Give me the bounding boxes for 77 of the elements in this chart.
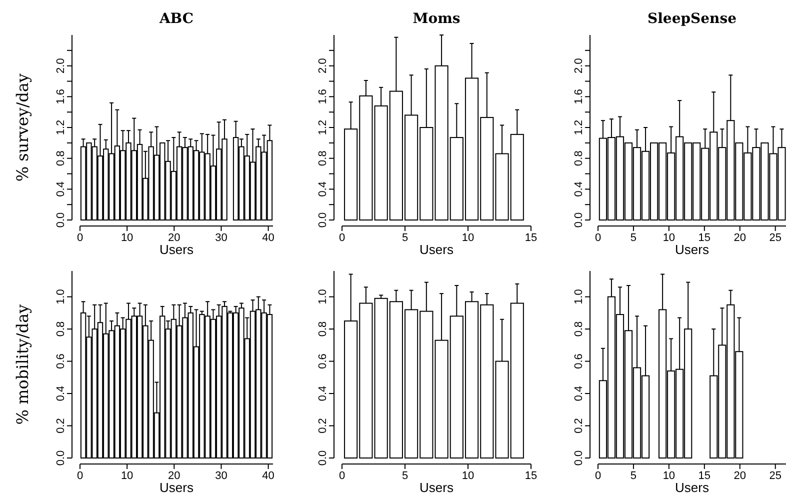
x-axis-title: Users — [160, 242, 194, 257]
y-tick-label: 1.0 — [317, 289, 329, 304]
y-tick-label: 2.0 — [317, 58, 329, 74]
y-tick-label: 1.2 — [317, 120, 329, 136]
x-tick-label: 20 — [168, 232, 180, 244]
x-tick-label: 25 — [769, 232, 782, 244]
y-tick-label: 0.8 — [55, 150, 67, 166]
x-tick-label: 5 — [630, 470, 637, 482]
x-tick-label: 0 — [594, 232, 602, 244]
x-tick-label: 0 — [338, 470, 346, 482]
x-tick-label: 0 — [338, 232, 346, 244]
y-tick-label: 1.2 — [55, 120, 67, 136]
y-tick-label: 1.0 — [55, 289, 67, 304]
y-tick-label: 0.6 — [573, 354, 585, 369]
x-tick-label: 5 — [402, 470, 408, 482]
x-tick-label: 10 — [462, 470, 474, 482]
x-tick-label: 10 — [662, 232, 676, 244]
y-tick-label: 0.8 — [317, 150, 329, 166]
y-tick-label: 2.0 — [573, 58, 585, 74]
x-tick-label: 15 — [698, 232, 711, 244]
y-tick-label: 1.6 — [317, 89, 329, 104]
x-tick-label: 10 — [662, 470, 676, 482]
chart-title: Moms — [412, 11, 460, 27]
x-tick-label: 0 — [594, 470, 602, 482]
x-tick-label: 40 — [262, 232, 274, 244]
x-tick-label: 20 — [734, 232, 746, 244]
y-tick-label: 0.0 — [573, 450, 585, 466]
x-tick-label: 25 — [769, 470, 782, 482]
y-tick-label: 0.4 — [55, 386, 67, 402]
x-tick-label: 20 — [168, 470, 180, 482]
y-tick-label: 0.8 — [55, 321, 67, 337]
y-tick-label: 0.4 — [573, 182, 585, 197]
x-tick-label: 20 — [734, 470, 746, 482]
y-tick-label: 0.8 — [573, 321, 585, 337]
y-tick-label: 0.2 — [573, 418, 585, 434]
y-tick-label: 0.4 — [55, 182, 67, 197]
x-tick-label: 5 — [402, 232, 408, 244]
chart-title: SleepSense — [647, 11, 737, 27]
x-axis-title: Users — [420, 480, 454, 493]
x-tick-label: 5 — [630, 232, 637, 244]
y-tick-label: 1.2 — [573, 120, 585, 136]
x-axis-title: Users — [160, 480, 194, 493]
y-tick-label: 0.6 — [55, 354, 67, 369]
x-tick-label: 0 — [76, 470, 84, 482]
y-tick-label: 0.0 — [317, 450, 329, 466]
y-tick-label: 0.0 — [55, 450, 67, 466]
x-tick-label: 40 — [262, 470, 274, 482]
x-tick-label: 0 — [76, 232, 84, 244]
y-tick-label: 0.4 — [317, 386, 329, 402]
x-tick-label: 10 — [462, 232, 474, 244]
y-tick-label: 0.0 — [573, 212, 585, 228]
y-axis-title: % mobility/day — [13, 304, 32, 425]
x-tick-label: 30 — [215, 470, 228, 482]
x-tick-label: 30 — [215, 232, 228, 244]
x-axis-title: Users — [675, 480, 710, 493]
y-tick-label: 0.2 — [55, 418, 67, 434]
x-tick-label: 15 — [698, 470, 711, 482]
x-tick-label: 15 — [524, 232, 538, 244]
y-tick-label: 0.8 — [317, 321, 329, 337]
y-tick-label: 0.0 — [317, 212, 329, 228]
x-axis-title: Users — [420, 242, 454, 257]
y-tick-label: 0.4 — [573, 386, 585, 402]
y-tick-label: 1.6 — [55, 89, 67, 104]
y-tick-label: 1.6 — [573, 89, 585, 104]
y-axis-title: % survey/day — [13, 73, 32, 182]
y-tick-label: 0.4 — [317, 182, 329, 197]
x-tick-label: 10 — [120, 470, 134, 482]
y-tick-label: 0.6 — [317, 354, 329, 369]
y-tick-label: 0.0 — [55, 212, 67, 228]
x-tick-label: 10 — [120, 232, 134, 244]
y-tick-label: 2.0 — [55, 58, 67, 74]
chart-title: ABC — [158, 11, 194, 27]
y-tick-label: 0.2 — [317, 418, 329, 434]
x-axis-title: Users — [675, 242, 710, 257]
x-tick-label: 15 — [524, 470, 538, 482]
y-tick-label: 1.0 — [573, 289, 585, 304]
y-tick-label: 0.8 — [573, 150, 585, 166]
